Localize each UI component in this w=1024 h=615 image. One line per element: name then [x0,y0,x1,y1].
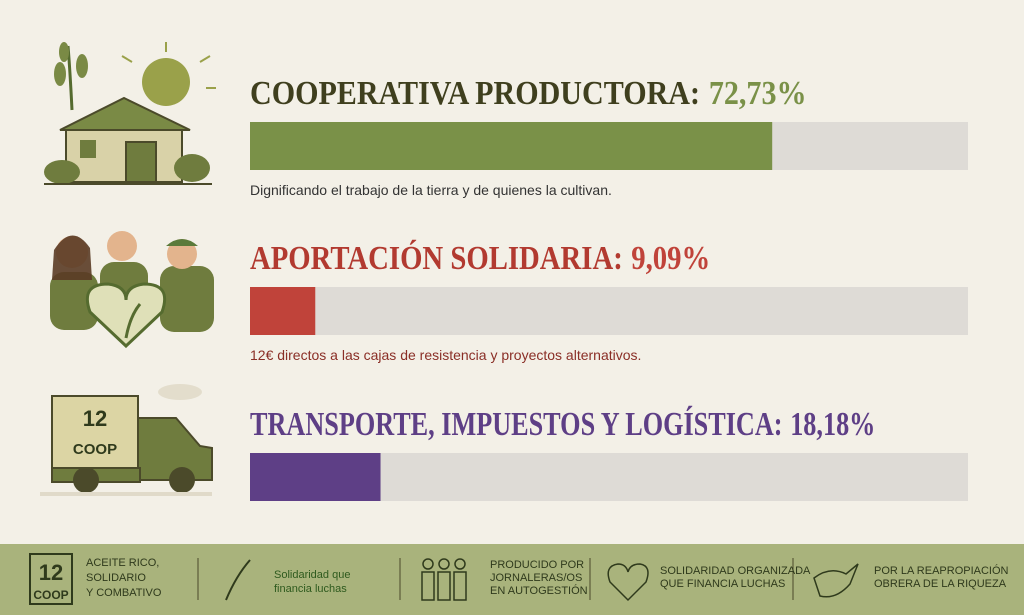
reappropriation: POR LA REAPROPIACIÓN OBRERA DE LA RIQUEZ… [874,564,1012,590]
row-label: COOPERATIVA PRODUCTORA: [250,73,700,111]
brand-box [29,553,73,605]
row-title: COOPERATIVA PRODUCTORA: 72,73% [250,73,807,111]
organized: SOLIDARIDAD ORGANIZADA QUE FINANCIA LUCH… [660,565,813,590]
produced-line: PRODUCIDO POR [490,559,584,571]
organized-line: QUE FINANCIA LUCHAS [660,578,785,590]
brand-sub: COOP [33,588,68,602]
truck-icon: 12 COOP [40,384,213,496]
motto-line: financia luchas [274,583,347,595]
people-icon [50,231,214,349]
truck-number: 12 [83,406,107,431]
reappropriation-line: OBRERA DE LA RIQUEZA [874,578,1007,590]
tagline-line: ACEITE RICO, [86,557,159,569]
heart-icon [607,563,649,602]
bar-track [250,287,968,335]
workers-icon [421,558,467,601]
brand-number: 12 [39,560,63,585]
truck-sub: COOP [73,441,117,458]
bar [250,453,381,501]
produced-line: EN AUTOGESTIÓN [490,584,588,597]
tagline-line: Y COMBATIVO [86,587,162,599]
house-icon [44,42,216,185]
organized-line: SOLIDARIDAD ORGANIZADA [660,565,811,577]
tagline-line: SOLIDARIO [86,572,146,584]
row-value-label: 72,73% [709,73,807,111]
motto: Solidaridad que financia luchas [274,569,354,595]
bar [250,122,773,170]
rows: COOPERATIVA PRODUCTORA: 72,73% Dignificand… [250,73,968,501]
reappropriation-line: POR LA REAPROPIACIÓN [874,564,1009,577]
row-label: TRANSPORTE, IMPUESTOS Y LOGÍSTICA: [250,405,783,443]
footer: 12 COOP ACEITE RICO, SOLIDARIO Y COMBATI… [0,544,1024,615]
row-value-label: 18,18% [790,405,875,443]
row-title: APORTACIÓN SOLIDARIA: 9,09% [250,239,710,277]
leaf-icon [225,559,251,601]
produced: PRODUCIDO POR JORNALERAS/OS EN AUTOGESTI… [490,559,588,597]
produced-line: JORNALERAS/OS [490,572,582,584]
footer-bg [0,544,1024,615]
row-description: 12€ directos a las cajas de resistencia … [250,347,641,363]
row-value-label: 9,09% [631,239,710,277]
dove-icon [813,563,859,598]
row-title: TRANSPORTE, IMPUESTOS Y LOGÍSTICA: 18,18% [250,405,875,443]
bar [250,287,316,335]
row-label: APORTACIÓN SOLIDARIA: [250,239,623,277]
tagline: ACEITE RICO, SOLIDARIO Y COMBATIVO [86,557,162,599]
motto-line: Solidaridad que [274,569,350,581]
row-description: Dignificando el trabajo de la tierra y d… [250,182,612,198]
